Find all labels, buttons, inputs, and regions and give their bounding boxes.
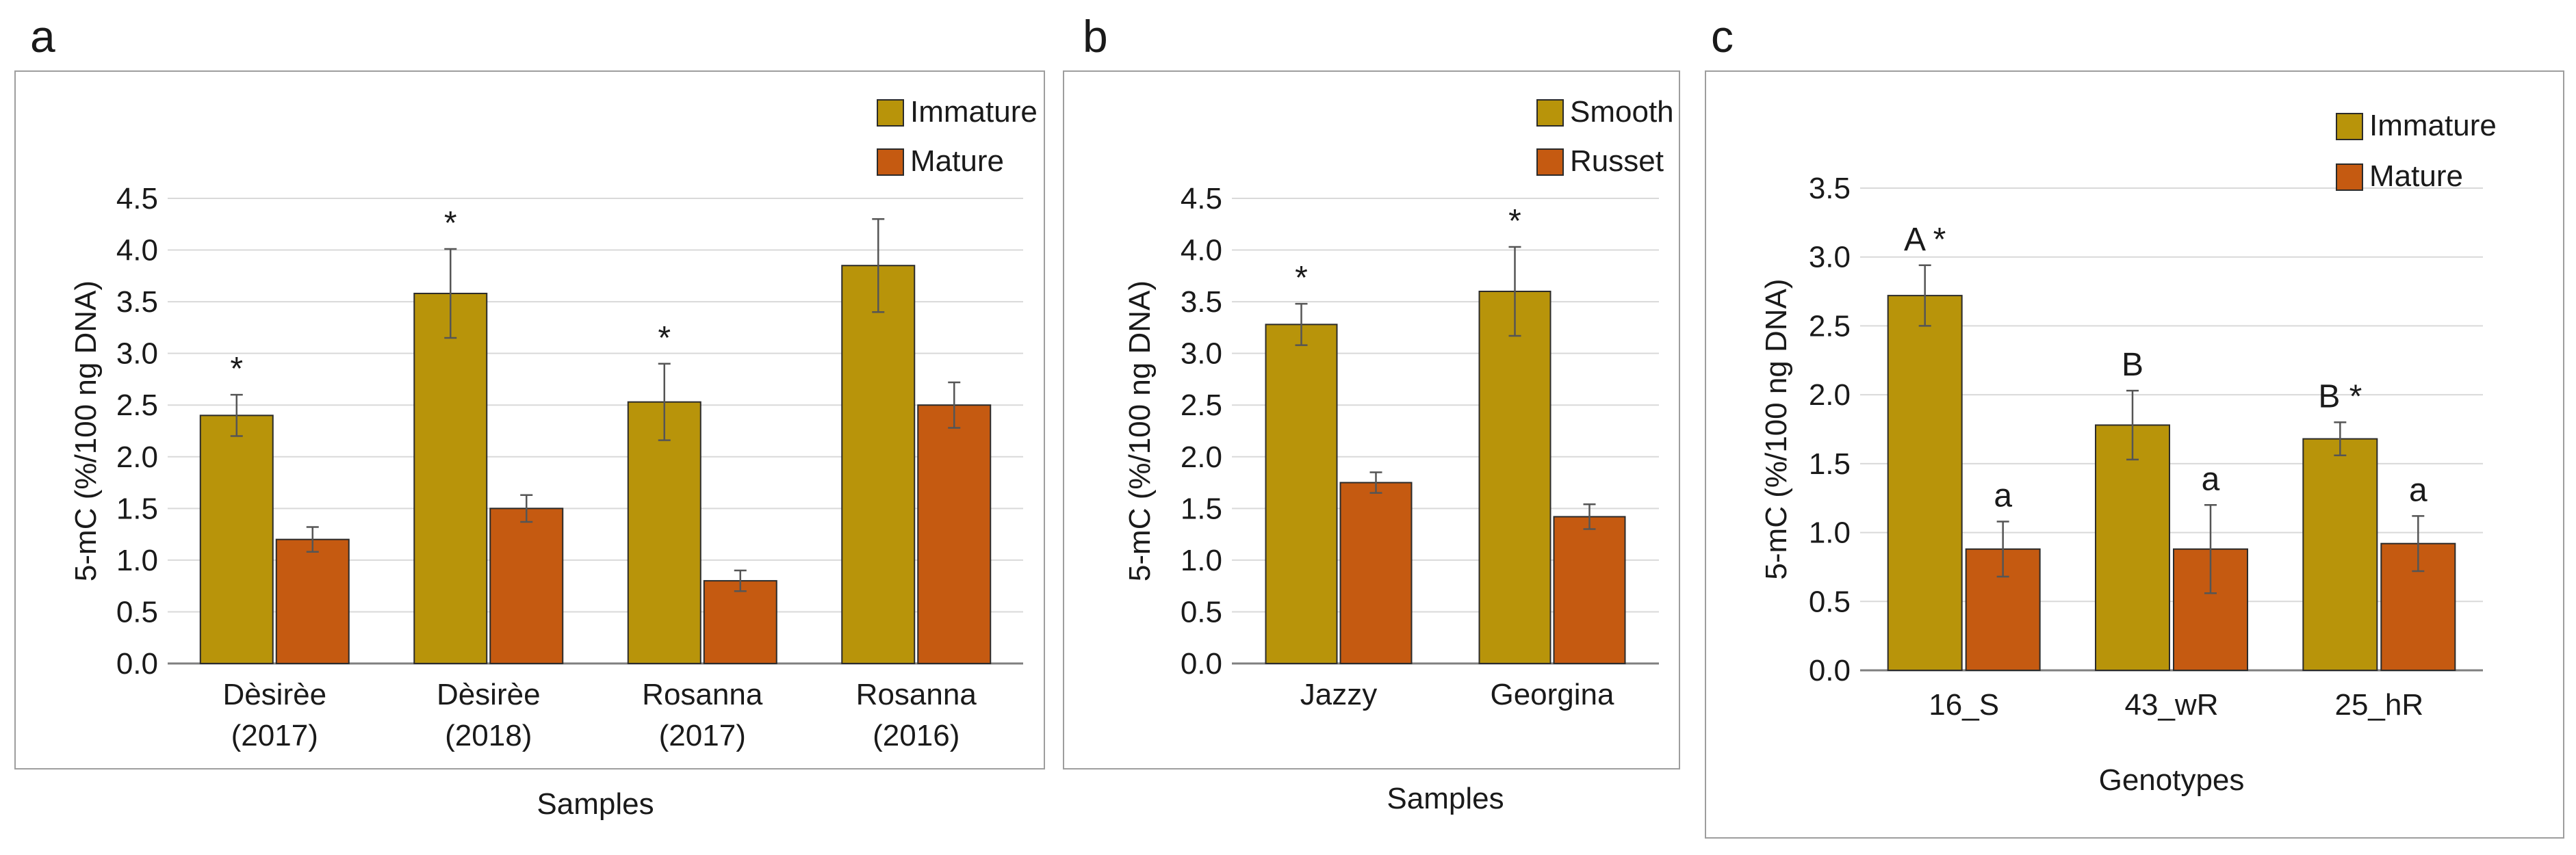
legend: Immature Mature <box>877 95 1038 178</box>
y-tick-label: 1.0 <box>1181 544 1222 577</box>
x-tick-label: Rosanna <box>642 678 763 711</box>
bar-mature <box>917 404 992 664</box>
legend-swatch <box>1536 148 1564 176</box>
x-tick-label: Rosanna <box>856 678 977 711</box>
legend-label: Mature <box>910 144 1004 178</box>
significance-annotation: a <box>1994 477 2012 514</box>
y-tick-label: 0.0 <box>1181 647 1222 681</box>
y-tick-label: 1.0 <box>1809 516 1851 550</box>
y-tick-label: 0.0 <box>116 647 158 681</box>
significance-annotation: * <box>658 320 671 356</box>
y-tick-label: 2.5 <box>1809 309 1851 343</box>
x-axis-title: Samples <box>537 787 654 821</box>
x-tick-label: (2017) <box>231 719 318 752</box>
x-tick-label: Georgina <box>1490 678 1614 711</box>
y-tick-label: 1.5 <box>116 492 158 525</box>
legend-label: Smooth <box>1570 95 1674 129</box>
legend-label: Russet <box>1570 144 1664 178</box>
legend-swatch <box>877 99 904 127</box>
y-axis-title: 5-mC (%/100 ng DNA) <box>1123 280 1157 581</box>
bar-mature <box>489 508 564 664</box>
significance-annotation: a <box>2202 461 2220 497</box>
y-tick-label: 4.5 <box>116 182 158 215</box>
x-axis-title: Samples <box>1387 782 1504 815</box>
x-tick-label: Jazzy <box>1300 678 1377 711</box>
y-tick-label: 3.0 <box>1181 337 1222 371</box>
y-tick-label: 4.0 <box>1181 234 1222 267</box>
bar-immature <box>2095 424 2170 671</box>
y-tick-label: 0.5 <box>116 595 158 629</box>
x-axis-title: Genotypes <box>2099 763 2245 797</box>
x-tick-label: (2016) <box>873 719 959 752</box>
bar-immature <box>627 401 701 664</box>
legend-label: Mature <box>2369 159 2463 193</box>
y-tick-label: 1.5 <box>1809 447 1851 481</box>
legend-label: Immature <box>910 95 1038 129</box>
y-tick-label: 3.5 <box>1809 172 1851 205</box>
panel-label: b <box>1083 11 1108 62</box>
bar-immature <box>199 415 274 664</box>
y-tick-label: 3.0 <box>116 337 158 371</box>
chart-panel-a: a 0.0 0.5 1.0 1.5 2.0 2.5 3.0 3.5 4.0 4.5 * Dèsirèe (… <box>14 11 1045 821</box>
y-tick-label: 1.0 <box>116 544 158 577</box>
bar-smooth <box>1478 291 1551 664</box>
bar-mature <box>275 538 350 665</box>
legend-label: Immature <box>2369 109 2497 142</box>
significance-annotation: * <box>230 351 243 387</box>
x-tick-label: 43_wR <box>2125 688 2219 722</box>
y-tick-label: 3.5 <box>1181 285 1222 319</box>
panel-border <box>14 70 1045 770</box>
significance-annotation: a <box>2409 472 2427 508</box>
bar-russet <box>1339 482 1413 664</box>
y-tick-label: 2.0 <box>116 440 158 474</box>
y-tick-label: 2.0 <box>1809 378 1851 412</box>
bar-immature <box>1887 295 1963 672</box>
x-tick-label: Dèsirèe <box>437 678 541 711</box>
y-tick-label: 3.5 <box>116 285 158 319</box>
chart-panel-b: b 0.0 0.5 1.0 1.5 2.0 2.5 3.0 3.5 4.0 4.5 * Jazzy * Ge… <box>1063 11 1680 815</box>
bar-smooth <box>1265 324 1338 664</box>
significance-annotation: A * <box>1904 222 1946 258</box>
panel-label: c <box>1711 11 1734 62</box>
bar-immature <box>841 265 916 664</box>
panel-border <box>1063 70 1680 770</box>
legend: Smooth Russet <box>1536 95 1674 178</box>
significance-annotation: * <box>1295 260 1308 296</box>
significance-annotation: B * <box>2318 378 2362 415</box>
x-tick-label: (2018) <box>445 719 532 752</box>
x-tick-label: 25_hR <box>2334 688 2423 722</box>
y-tick-label: 3.0 <box>1809 241 1851 274</box>
panel-border <box>1705 70 2564 839</box>
y-axis-title: 5-mC (%/100 ng DNA) <box>1760 278 1793 579</box>
bar-immature <box>413 293 488 664</box>
y-tick-label: 2.5 <box>1181 389 1222 422</box>
significance-annotation: B <box>2122 347 2143 383</box>
significance-annotation: * <box>444 205 457 241</box>
bar-mature <box>703 580 777 664</box>
y-axis-title: 5-mC (%/100 ng DNA) <box>69 280 103 581</box>
y-tick-label: 2.0 <box>1181 440 1222 474</box>
legend-swatch <box>2336 113 2363 140</box>
x-tick-label: Dèsirèe <box>222 678 326 711</box>
bar-russet <box>1553 516 1626 665</box>
significance-annotation: * <box>1508 203 1521 239</box>
y-tick-label: 0.5 <box>1809 585 1851 618</box>
chart-panel-c: c 0.0 0.5 1.0 1.5 2.0 2.5 3.0 3.5 A * a 16_S Ba 43_wR… <box>1705 11 2564 839</box>
y-tick-label: 1.5 <box>1181 492 1222 525</box>
y-tick-label: 2.5 <box>116 389 158 422</box>
y-tick-label: 0.5 <box>1181 595 1222 629</box>
y-tick-label: 0.0 <box>1809 654 1851 687</box>
legend-swatch <box>2336 163 2363 191</box>
legend-swatch <box>1536 99 1564 127</box>
legend-swatch <box>877 148 904 176</box>
bar-immature <box>2302 438 2378 671</box>
y-tick-label: 4.0 <box>116 234 158 267</box>
x-tick-label: 16_S <box>1929 688 1999 722</box>
x-tick-label: (2017) <box>659 719 746 752</box>
panel-label: a <box>30 11 55 62</box>
y-tick-label: 4.5 <box>1181 182 1222 215</box>
legend: Immature Mature <box>2336 109 2497 193</box>
